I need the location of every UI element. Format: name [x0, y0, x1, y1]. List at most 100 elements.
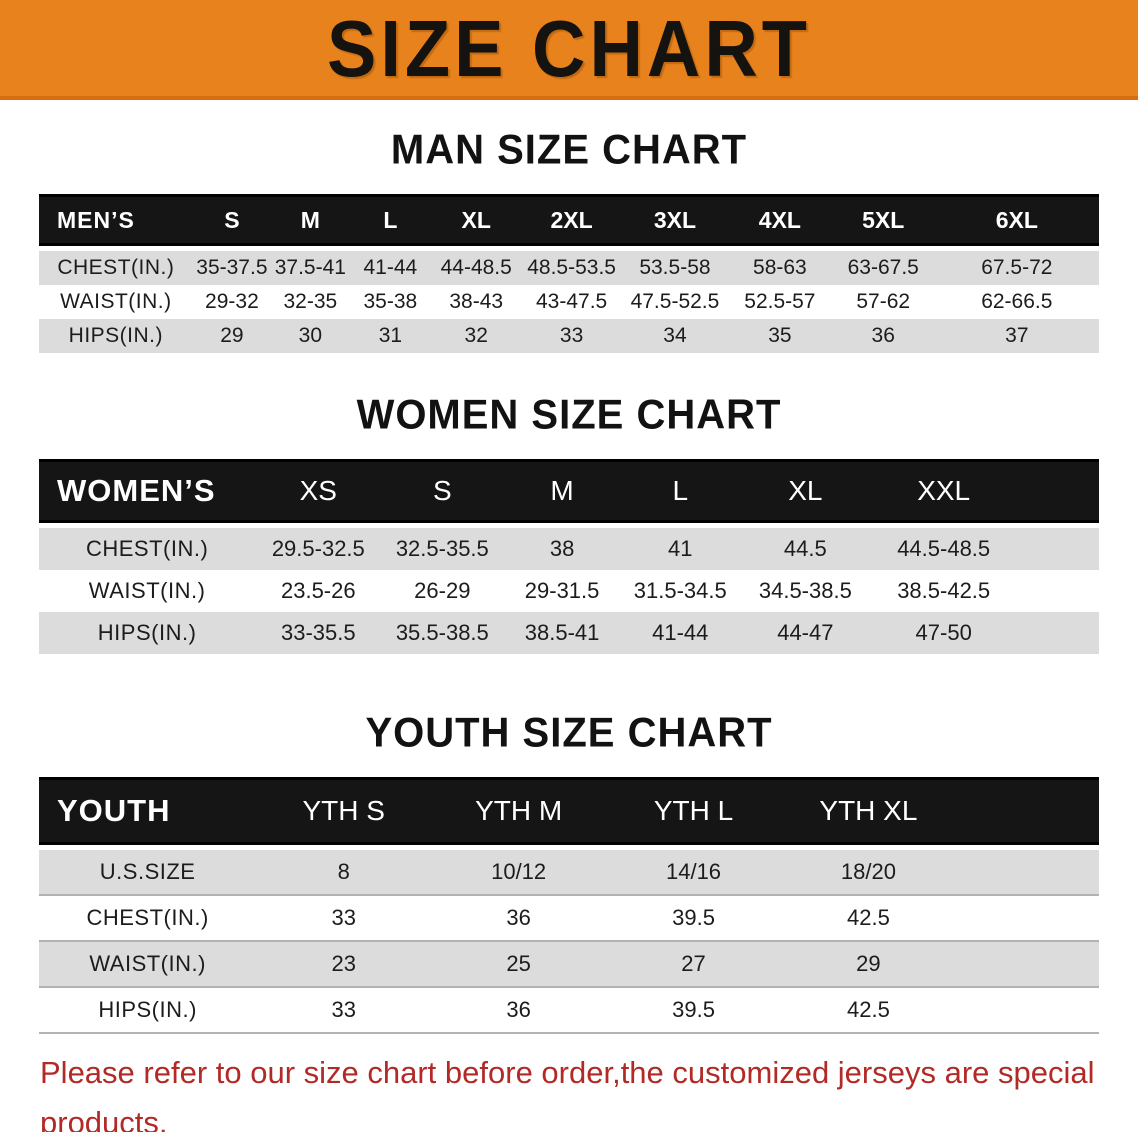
column-header: 6XL	[934, 194, 1099, 246]
row-label: CHEST(IN.)	[39, 528, 256, 570]
column-header: 2XL	[521, 194, 622, 246]
table-row: U.S.SIZE 8 10/12 14/16 18/20	[39, 850, 1099, 896]
cell-value: 29-31.5	[503, 570, 621, 612]
column-header: YTH M	[431, 777, 607, 845]
cell-value: 14/16	[606, 850, 781, 896]
cell-value: 38.5-41	[503, 612, 621, 654]
womens-header-row: WOMEN’S XS S M L XL XXL	[39, 459, 1099, 523]
cell-value: 35.5-38.5	[381, 612, 504, 654]
table-row: WAIST(IN.) 29-32 32-35 35-38 38-43 43-47…	[39, 285, 1099, 319]
cell-value: 18/20	[780, 850, 956, 896]
cell-value: 8	[256, 850, 432, 896]
cell-value: 33-35.5	[255, 612, 382, 654]
cell-spacer	[1016, 612, 1099, 654]
cell-value: 35-38	[349, 285, 432, 319]
cell-spacer	[955, 987, 1099, 1034]
cell-value: 27	[606, 941, 781, 988]
column-header: 3XL	[621, 194, 728, 246]
spacer	[39, 843, 1099, 850]
cell-value: 29	[780, 941, 956, 988]
column-header: XS	[255, 459, 382, 523]
row-label: HIPS(IN.)	[39, 612, 256, 654]
cell-value: 41-44	[620, 612, 740, 654]
cell-value: 34	[621, 319, 728, 353]
column-header-spacer	[955, 777, 1099, 845]
cell-value: 47.5-52.5	[621, 285, 728, 319]
table-row: HIPS(IN.) 33 36 39.5 42.5	[39, 987, 1099, 1034]
cell-value: 37	[934, 319, 1099, 353]
column-header: S	[192, 194, 272, 246]
section-title-women: WOMEN SIZE CHART	[356, 391, 782, 439]
column-header: YTH L	[606, 777, 781, 845]
cell-value: 30	[271, 319, 350, 353]
row-label: U.S.SIZE	[39, 850, 257, 896]
column-header: XL	[739, 459, 872, 523]
cell-spacer	[1016, 570, 1099, 612]
cell-value: 44-47	[739, 612, 872, 654]
cell-value: 37.5-41	[271, 251, 350, 285]
row-label: CHEST(IN.)	[39, 251, 193, 285]
youth-header-row: YOUTH YTH S YTH M YTH L YTH XL	[39, 777, 1099, 845]
column-header: YTH S	[256, 777, 432, 845]
cell-value: 31	[349, 319, 432, 353]
row-label: CHEST(IN.)	[39, 895, 257, 942]
cell-value: 33	[256, 895, 432, 942]
column-header: 4XL	[727, 194, 832, 246]
banner-title: SIZE CHART	[327, 3, 811, 93]
cell-value: 29.5-32.5	[255, 528, 382, 570]
cell-value: 36	[831, 319, 935, 353]
table-row: CHEST(IN.) 35-37.5 37.5-41 41-44 44-48.5…	[39, 251, 1099, 285]
cell-value: 23	[256, 941, 432, 988]
youth-header-label: YOUTH	[39, 777, 257, 845]
cell-value: 33	[521, 319, 622, 353]
mens-header-row: MEN’S S M L XL 2XL 3XL 4XL 5XL 6XL	[39, 194, 1099, 246]
column-header: M	[271, 194, 350, 246]
order-policy-note: Please refer to our size chart before or…	[40, 1048, 1138, 1132]
cell-value: 44.5	[739, 528, 872, 570]
cell-value: 42.5	[780, 987, 956, 1034]
cell-value: 36	[431, 895, 607, 942]
youth-size-table: YOUTH YTH S YTH M YTH L YTH XL U.S.SIZE …	[39, 777, 1099, 1034]
cell-value: 43-47.5	[521, 285, 622, 319]
cell-value: 44.5-48.5	[871, 528, 1017, 570]
cell-value: 57-62	[831, 285, 935, 319]
mens-size-table: MEN’S S M L XL 2XL 3XL 4XL 5XL 6XL CHEST…	[39, 194, 1099, 353]
cell-value: 38.5-42.5	[871, 570, 1017, 612]
cell-value: 32-35	[271, 285, 350, 319]
cell-value: 41	[620, 528, 740, 570]
cell-value: 33	[256, 987, 432, 1034]
table-row: HIPS(IN.) 33-35.5 35.5-38.5 38.5-41 41-4…	[39, 612, 1099, 654]
section-title-youth: YOUTH SIZE CHART	[365, 709, 773, 757]
column-header: YTH XL	[780, 777, 956, 845]
cell-spacer	[955, 850, 1099, 896]
cell-value: 47-50	[871, 612, 1017, 654]
cell-value: 41-44	[349, 251, 432, 285]
cell-value: 23.5-26	[255, 570, 382, 612]
cell-value: 32	[431, 319, 522, 353]
column-header: XL	[431, 194, 522, 246]
cell-spacer	[1016, 528, 1099, 570]
cell-spacer	[955, 941, 1099, 988]
row-label: WAIST(IN.)	[39, 285, 193, 319]
cell-value: 39.5	[606, 987, 781, 1034]
cell-spacer	[955, 895, 1099, 942]
cell-value: 38	[503, 528, 621, 570]
cell-value: 26-29	[381, 570, 504, 612]
table-row: CHEST(IN.) 29.5-32.5 32.5-35.5 38 41 44.…	[39, 528, 1099, 570]
cell-value: 52.5-57	[727, 285, 832, 319]
column-header-spacer	[1016, 459, 1099, 523]
size-chart-banner: SIZE CHART	[0, 0, 1138, 100]
cell-value: 10/12	[431, 850, 607, 896]
cell-value: 39.5	[606, 895, 781, 942]
cell-value: 42.5	[780, 895, 956, 942]
cell-value: 25	[431, 941, 607, 988]
cell-value: 58-63	[727, 251, 832, 285]
table-row: HIPS(IN.) 29 30 31 32 33 34 35 36 37	[39, 319, 1099, 353]
column-header: XXL	[871, 459, 1017, 523]
column-header: L	[349, 194, 432, 246]
column-header: S	[381, 459, 504, 523]
womens-header-label: WOMEN’S	[39, 459, 256, 523]
column-header: M	[503, 459, 621, 523]
cell-value: 36	[431, 987, 607, 1034]
section-title-man: MAN SIZE CHART	[390, 126, 748, 174]
